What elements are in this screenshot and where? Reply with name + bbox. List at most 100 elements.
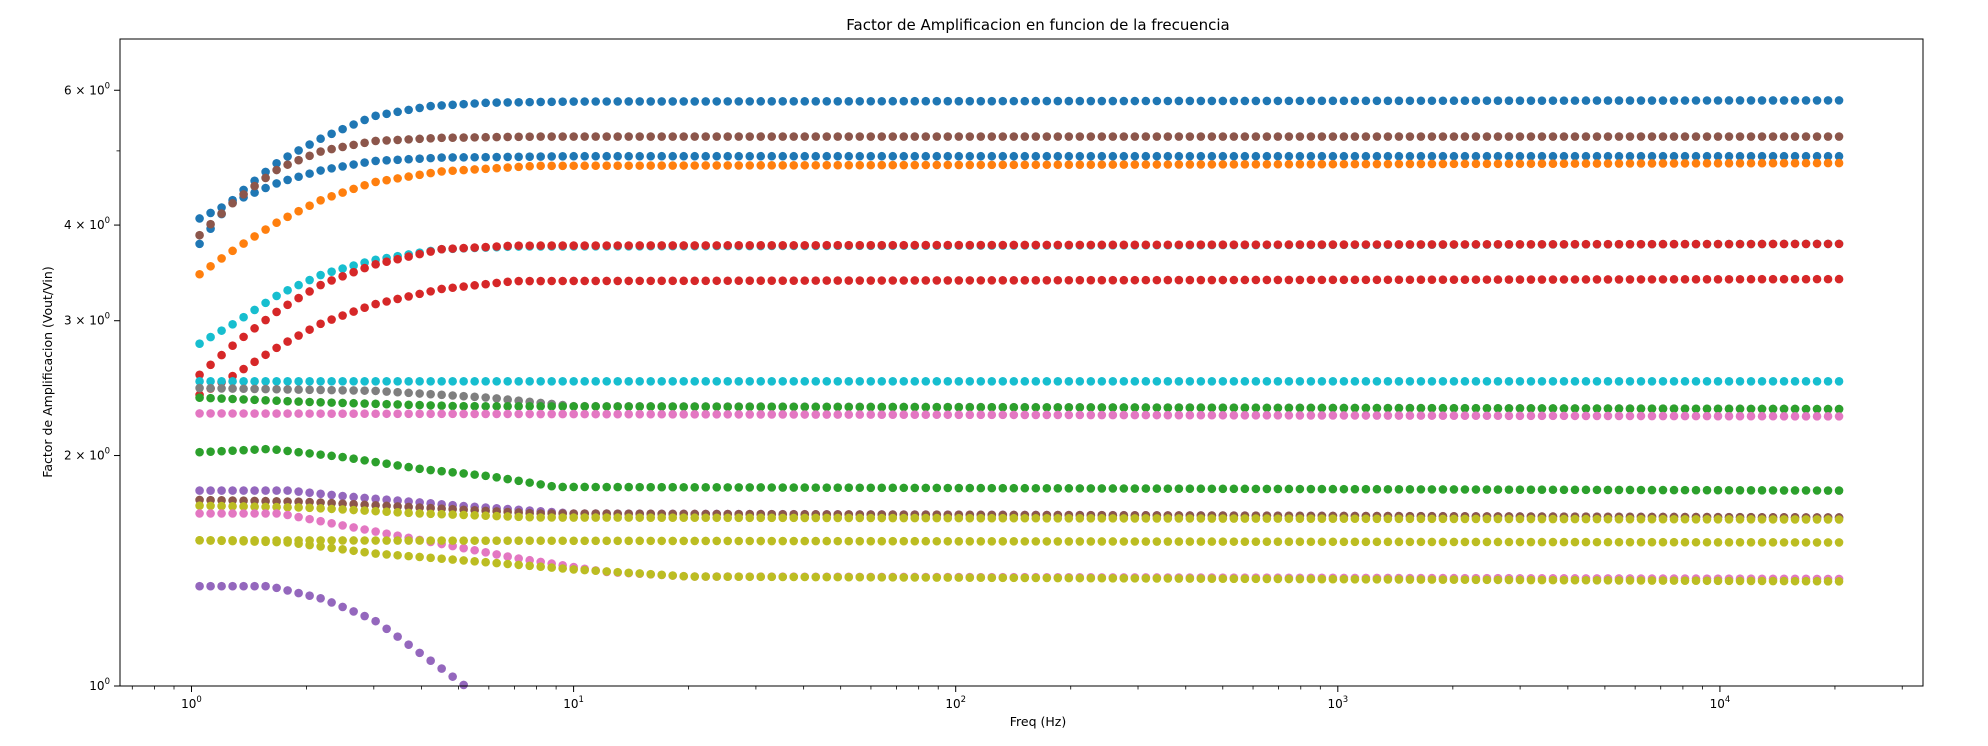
data-point <box>1394 132 1404 141</box>
data-point <box>349 398 358 408</box>
data-point <box>1757 96 1767 105</box>
data-point <box>1449 159 1459 169</box>
data-point <box>1812 377 1822 386</box>
data-point <box>767 536 777 546</box>
data-point <box>448 510 457 519</box>
data-point <box>1581 575 1591 585</box>
data-point <box>1548 514 1558 524</box>
data-point <box>1438 96 1448 106</box>
data-point <box>987 513 997 523</box>
data-point <box>382 507 391 517</box>
data-point <box>767 513 777 523</box>
data-point <box>1262 240 1272 249</box>
data-point <box>1537 411 1547 421</box>
data-point <box>690 276 700 286</box>
data-point <box>1460 411 1470 420</box>
data-point <box>338 124 347 134</box>
data-point <box>1746 274 1756 284</box>
data-point <box>1174 484 1184 493</box>
data-point <box>217 509 226 518</box>
data-point <box>767 276 777 285</box>
series-5 <box>195 239 1844 380</box>
data-point <box>1383 537 1393 547</box>
data-point <box>789 160 799 170</box>
data-point <box>932 573 942 582</box>
data-point <box>1779 239 1789 249</box>
data-point <box>1471 404 1481 413</box>
data-point <box>1372 411 1382 420</box>
data-point <box>778 161 788 170</box>
data-point <box>712 241 722 250</box>
data-point <box>1218 132 1228 141</box>
data-point <box>789 402 799 412</box>
data-point <box>426 409 435 419</box>
data-point <box>1020 132 1030 141</box>
data-point <box>1438 537 1448 547</box>
data-point <box>866 96 876 106</box>
data-point <box>921 402 931 412</box>
data-point <box>943 483 953 493</box>
data-point <box>1372 377 1382 386</box>
data-point <box>481 393 490 402</box>
data-point <box>459 133 468 142</box>
data-point <box>976 513 986 523</box>
data-point <box>261 486 270 495</box>
data-point <box>448 409 457 419</box>
data-point <box>1394 159 1404 169</box>
data-point <box>1790 404 1800 414</box>
data-point <box>1801 515 1811 524</box>
data-point <box>1427 377 1437 386</box>
data-point <box>448 672 457 681</box>
data-point <box>1284 484 1294 494</box>
data-point <box>1812 486 1822 495</box>
data-point <box>1724 411 1734 421</box>
data-point <box>1724 377 1734 386</box>
data-point <box>1394 514 1404 524</box>
data-point <box>1075 537 1085 546</box>
data-point <box>1053 240 1063 250</box>
data-point <box>1636 537 1646 547</box>
data-point <box>1482 159 1492 169</box>
data-point <box>1427 403 1437 413</box>
data-point <box>1020 513 1030 523</box>
data-point <box>1603 537 1613 547</box>
data-point <box>910 402 920 412</box>
data-point <box>1746 486 1756 495</box>
data-point <box>1075 132 1085 141</box>
data-point <box>987 132 997 141</box>
data-point <box>1416 132 1426 141</box>
data-point <box>470 470 479 479</box>
data-point <box>1196 275 1206 285</box>
data-point <box>426 536 435 545</box>
data-point <box>613 482 623 492</box>
data-point <box>1515 537 1525 547</box>
data-point <box>1306 132 1316 141</box>
data-point <box>1020 483 1030 493</box>
data-point <box>492 132 501 142</box>
data-point <box>1471 275 1481 284</box>
data-point <box>1240 240 1250 249</box>
data-point <box>701 276 711 286</box>
data-point <box>679 513 689 523</box>
data-point <box>250 409 259 418</box>
data-point <box>1163 132 1173 141</box>
data-point <box>1647 96 1657 105</box>
data-point <box>1075 96 1085 106</box>
data-point <box>283 446 292 456</box>
data-point <box>283 300 292 310</box>
data-point <box>360 115 369 125</box>
data-point <box>635 409 645 419</box>
data-point <box>1273 151 1283 161</box>
data-point <box>954 402 964 412</box>
data-point <box>910 573 920 582</box>
data-point <box>1306 514 1316 523</box>
data-point <box>437 554 446 564</box>
data-point <box>305 536 314 545</box>
data-point <box>217 326 226 335</box>
data-point <box>294 172 303 182</box>
data-point <box>547 97 556 107</box>
data-point <box>1735 538 1745 547</box>
data-point <box>800 410 810 419</box>
data-point <box>250 509 259 518</box>
data-point <box>316 542 325 551</box>
